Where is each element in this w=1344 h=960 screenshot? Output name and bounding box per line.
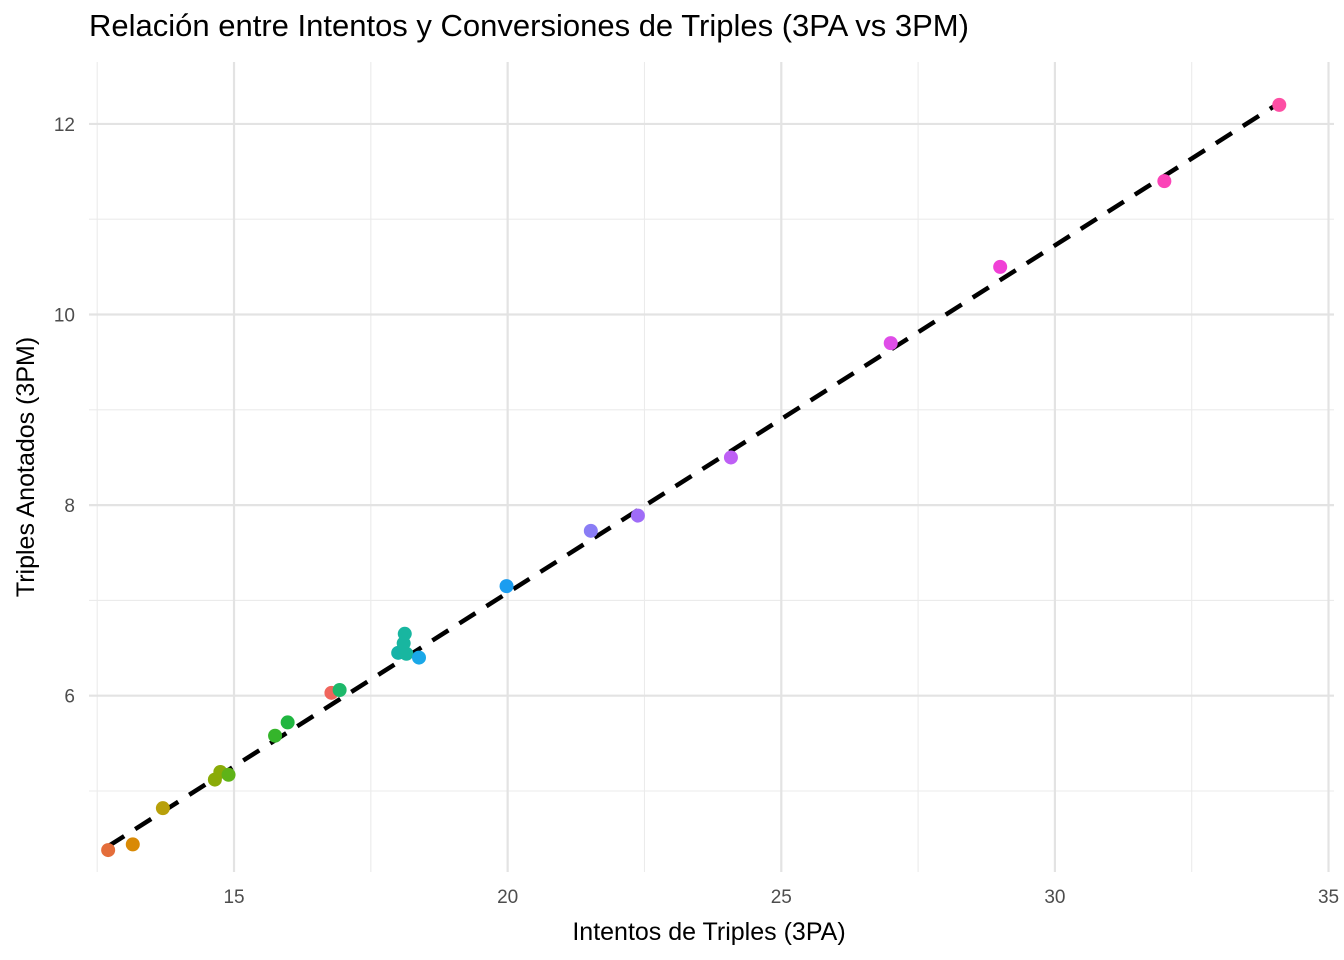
y-axis-title: Triples Anotados (3PM) (12, 337, 40, 597)
x-tick-label: 25 (771, 887, 792, 908)
data-point (411, 650, 426, 665)
trendline (106, 101, 1281, 849)
x-tick-label: 35 (1318, 887, 1339, 908)
data-point (993, 259, 1008, 274)
x-axis-tick-labels: 15 20 25 30 35 (223, 887, 1339, 908)
y-tick-label: 12 (54, 115, 75, 136)
y-tick-label: 10 (54, 306, 75, 327)
trendline-layer (106, 101, 1281, 849)
data-point (1157, 174, 1172, 189)
minor-gridlines (89, 62, 1334, 872)
data-point (397, 626, 412, 641)
major-gridlines (89, 62, 1334, 872)
data-point (280, 715, 295, 730)
x-axis-title: Intentos de Triples (3PA) (572, 918, 845, 946)
data-point (332, 682, 347, 697)
y-axis-tick-labels: 6 8 10 12 (54, 115, 75, 708)
data-point (630, 508, 645, 523)
x-tick-label: 30 (1044, 887, 1065, 908)
y-tick-label: 8 (64, 496, 75, 517)
x-tick-label: 20 (497, 887, 518, 908)
data-points (101, 97, 1287, 858)
data-point (399, 646, 414, 661)
data-point (221, 767, 236, 782)
data-point (268, 728, 283, 743)
chart-title: Relación entre Intentos y Conversiones d… (89, 8, 969, 43)
data-point (583, 523, 598, 538)
data-point (125, 837, 140, 852)
data-point (883, 336, 898, 351)
data-point (723, 450, 738, 465)
data-point (499, 579, 514, 594)
x-tick-label: 15 (223, 887, 244, 908)
data-point (155, 801, 170, 816)
data-point (1272, 97, 1287, 112)
data-point (101, 843, 116, 858)
y-tick-label: 6 (64, 687, 75, 708)
